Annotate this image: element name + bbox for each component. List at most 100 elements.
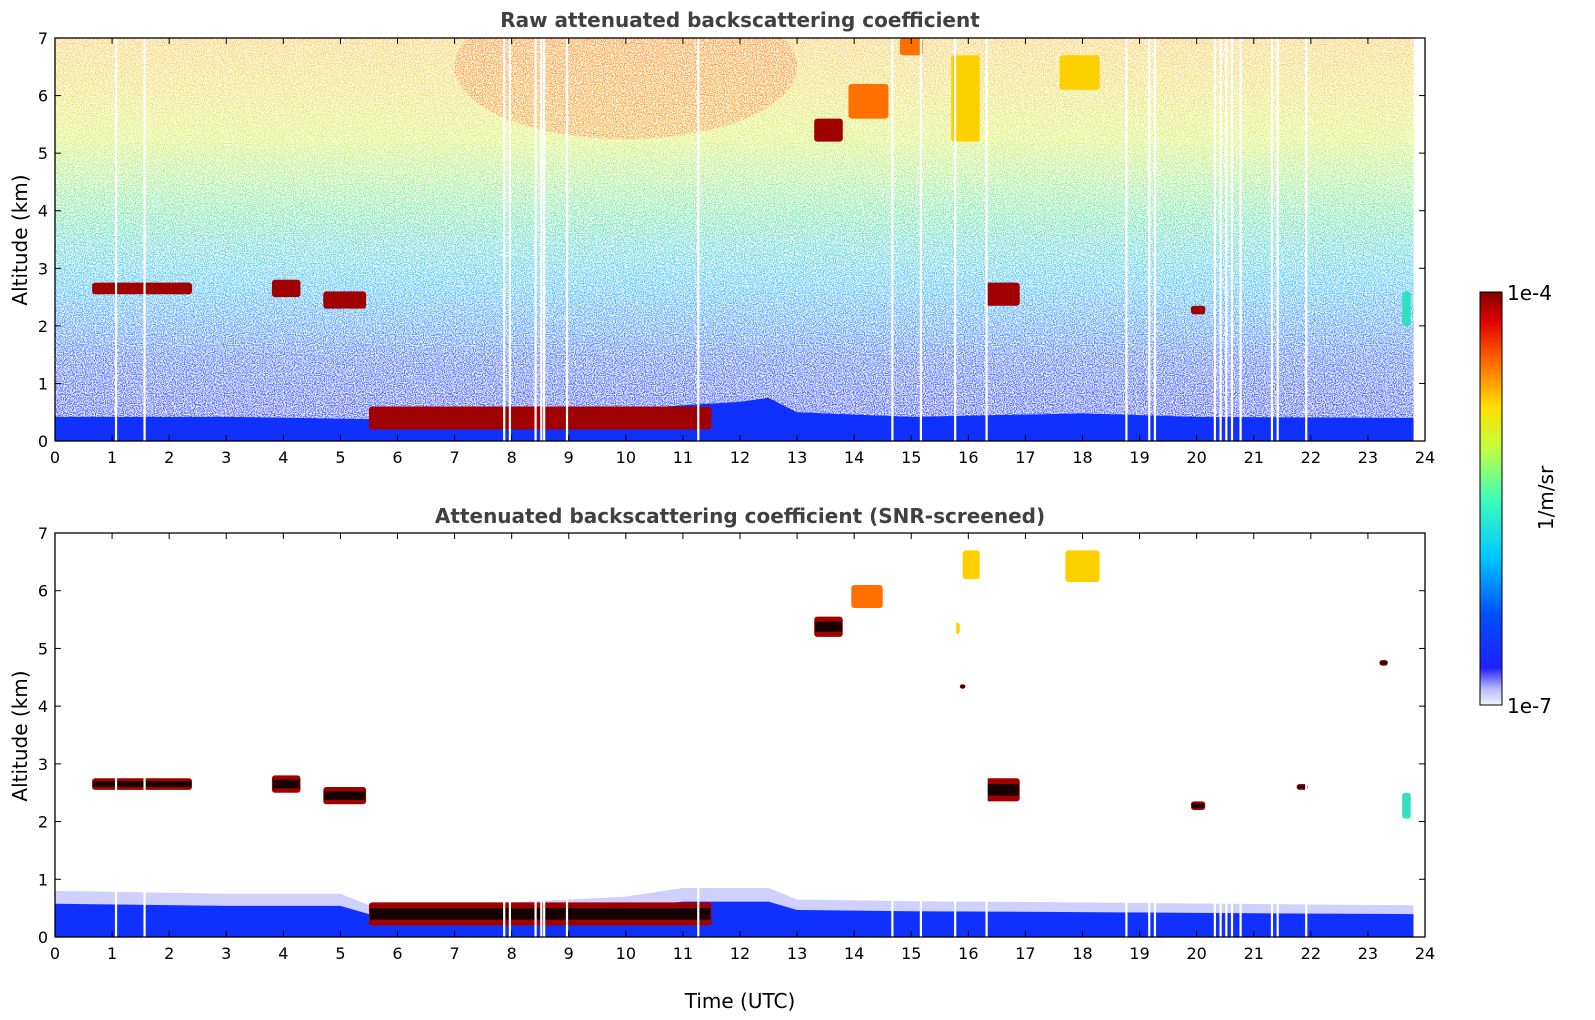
cloud-feature	[814, 118, 843, 142]
cloud-feature	[962, 550, 980, 580]
x-tick-label: 23	[1358, 944, 1378, 963]
heatmap-area	[55, 38, 1414, 441]
cloud-feature	[1190, 305, 1206, 315]
data-gap	[919, 38, 923, 441]
y-tick-label: 0	[38, 928, 48, 947]
data-gap	[503, 38, 506, 441]
data-gap	[1148, 38, 1151, 441]
data-gap	[1270, 533, 1274, 937]
data-gap	[143, 38, 146, 441]
data-gap	[919, 533, 923, 937]
cloud-feature-core	[93, 781, 191, 787]
x-tick-label: 17	[1015, 448, 1035, 467]
data-gap	[1125, 533, 1128, 937]
cloud-feature	[1402, 291, 1411, 326]
x-tick-label: 3	[221, 448, 231, 467]
y-tick-label: 4	[38, 202, 48, 221]
colorbar-gradient	[1479, 291, 1503, 706]
y-tick-label: 2	[38, 813, 48, 832]
cloud-feature	[92, 282, 192, 295]
x-axis-ticks: 0 1 2 3 4 5 6 7 8 9 10 11 12 13 14 15 16 17 18 19 20 21 22 23 24	[50, 38, 1435, 467]
x-tick-label: 22	[1301, 448, 1321, 467]
data-gap	[1125, 38, 1128, 441]
data-gap	[508, 38, 512, 441]
x-tick-label: 4	[278, 448, 288, 467]
x-tick-label: 8	[507, 944, 517, 963]
data-gap	[1276, 533, 1279, 937]
cloud-feature	[271, 279, 301, 298]
cloud-feature	[1059, 55, 1100, 90]
x-tick-label: 15	[901, 944, 921, 963]
y-tick-label: 7	[38, 29, 48, 48]
x-tick-label: 6	[392, 448, 402, 467]
y-tick-label: 7	[38, 524, 48, 543]
x-tick-label: 11	[673, 448, 693, 467]
cloud-feature-core	[960, 685, 965, 688]
y-tick-label: 5	[38, 144, 48, 163]
y-tick-label: 3	[38, 755, 48, 774]
x-tick-label: 2	[164, 448, 174, 467]
y-axis-label: Altitude (km)	[8, 174, 32, 305]
y-axis-label: Altitude (km)	[8, 670, 32, 801]
y-tick-label: 4	[38, 697, 48, 716]
x-tick-label: 8	[507, 448, 517, 467]
raw-backscatter-panel: Raw attenuated backscattering coefficien…	[8, 8, 1435, 467]
data-gap	[543, 533, 546, 937]
x-tick-label: 13	[787, 448, 807, 467]
cloud-feature	[899, 38, 923, 56]
x-tick-label: 19	[1129, 944, 1149, 963]
x-tick-label: 22	[1301, 944, 1321, 963]
x-tick-label: 12	[730, 944, 750, 963]
data-gap	[891, 38, 894, 441]
y-tick-label: 1	[38, 374, 48, 393]
panel-title: Attenuated backscattering coefficient (S…	[435, 504, 1045, 528]
data-gap	[1219, 533, 1222, 937]
data-gap	[540, 533, 543, 937]
data-gap	[565, 38, 569, 441]
data-gap	[1213, 533, 1216, 937]
x-tick-label: 7	[449, 448, 459, 467]
y-axis-ticks: 0 1 2 3 4 5 6 7	[38, 29, 1425, 451]
y-tick-label: 6	[38, 582, 48, 601]
x-tick-label: 16	[958, 944, 978, 963]
cloud-feature-core	[324, 791, 366, 800]
data-gap	[1305, 38, 1308, 441]
data-gap	[1230, 38, 1234, 441]
x-tick-label: 15	[901, 448, 921, 467]
cloud-feature-core	[815, 621, 842, 632]
x-tick-label: 2	[164, 944, 174, 963]
x-tick-label: 21	[1244, 448, 1264, 467]
cloud-feature	[851, 584, 883, 609]
x-tick-label: 0	[50, 448, 60, 467]
colorbar-max-label: 1e-4	[1507, 281, 1552, 305]
x-tick-label: 0	[50, 944, 60, 963]
x-tick-label: 12	[730, 448, 750, 467]
cloud-feature-core	[1297, 785, 1307, 789]
data-gap	[540, 38, 543, 441]
cloud-feature-core	[986, 784, 1019, 796]
x-tick-label: 10	[616, 944, 636, 963]
y-tick-label: 0	[38, 432, 48, 451]
x-tick-label: 20	[1186, 448, 1206, 467]
x-tick-label: 6	[392, 944, 402, 963]
data-gap	[534, 533, 537, 937]
data-gap	[565, 533, 569, 937]
colorbar: 1e-4 1e-7 1/m/sr	[1479, 281, 1558, 718]
x-tick-label: 9	[564, 944, 574, 963]
data-gap	[1225, 533, 1228, 937]
data-gap	[1239, 533, 1242, 937]
data-gap	[697, 533, 700, 937]
data-gap	[1148, 533, 1151, 937]
data-gap	[114, 533, 118, 937]
data-gap	[534, 38, 537, 441]
data-gap	[1276, 38, 1279, 441]
data-gap	[1225, 38, 1228, 441]
data-gap	[143, 533, 146, 937]
cloud-feature-core	[272, 779, 300, 789]
y-tick-label: 3	[38, 259, 48, 278]
x-tick-label: 17	[1015, 944, 1035, 963]
cloud-feature	[1402, 792, 1411, 819]
data-gap	[891, 533, 894, 937]
x-tick-label: 5	[335, 944, 345, 963]
